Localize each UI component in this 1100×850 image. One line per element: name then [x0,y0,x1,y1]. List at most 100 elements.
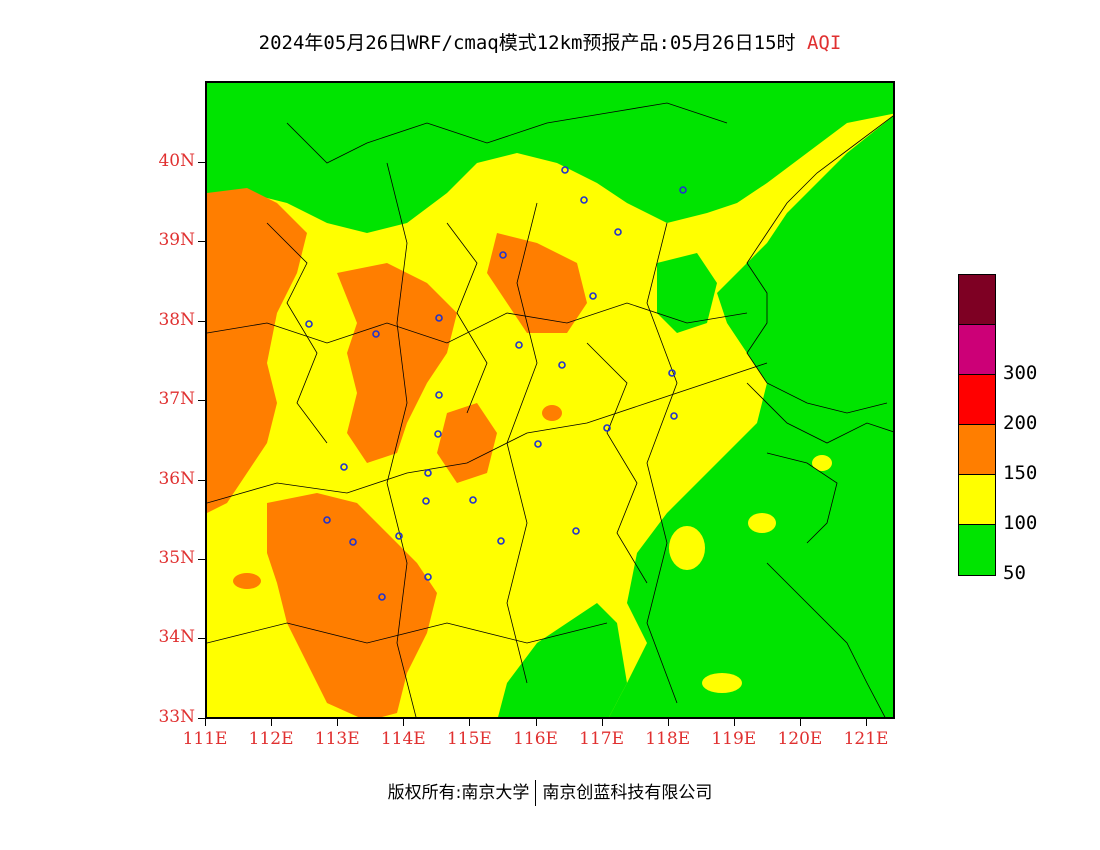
latitude-label: 37N [158,389,195,410]
station-marker [580,196,588,204]
station-marker [589,292,597,300]
border-line-11 [446,222,488,414]
title-text: 2024年05月26日WRF/cmaq模式12km预报产品:05月26日15时 [258,32,796,54]
aqi-legend [958,274,996,576]
station-marker [668,369,676,377]
moderate-island-1 [669,526,705,570]
longitude-tick [469,719,471,726]
moderate-island-3 [748,513,776,533]
longitude-label: 115E [446,729,492,749]
coastline [746,115,893,544]
sensitive-region-south-central [437,403,497,483]
longitude-label: 118E [645,729,691,749]
moderate-island-4 [812,455,832,471]
copyright-separator [535,780,537,806]
border-line-5 [646,222,678,704]
latitude-label: 36N [158,468,195,489]
map-title: 2024年05月26日WRF/cmaq模式12km预报产品:05月26日15时 … [0,28,1100,55]
legend-swatch [959,525,995,575]
latitude-label: 34N [158,627,195,648]
longitude-tick [535,719,537,726]
latitude-label: 35N [158,548,195,568]
aqi-map-canvas [207,83,893,717]
good-region-inland-east [657,253,717,333]
longitude-tick [271,719,273,726]
legend-swatch [959,475,995,525]
longitude-tick [667,719,669,726]
longitude-label: 112E [248,729,294,749]
border-line-2 [207,362,768,504]
legend-swatch [959,275,995,325]
latitude-tick [198,638,205,640]
station-marker [679,186,687,194]
border-line-4 [506,202,538,684]
sensitive-spot-1 [542,405,562,421]
longitude-tick [337,719,339,726]
station-marker [515,341,523,349]
latitude-tick [198,241,205,243]
station-marker [435,314,443,322]
border-line-3 [386,162,417,717]
longitude-tick [205,719,206,726]
legend-label: 200 [1003,412,1038,434]
station-marker [349,538,357,546]
copyright-left: 版权所有:南京大学 [387,783,530,803]
latitude-label: 39N [158,230,195,251]
good-region-south [498,603,627,717]
longitude-tick [866,719,867,726]
station-marker [614,228,622,236]
moderate-islands [669,455,832,693]
station-marker [572,527,580,535]
legend-swatch [959,375,995,425]
station-marker [469,496,477,504]
station-marker [534,440,542,448]
legend-swatch [959,425,995,475]
latitude-label: 40N [158,151,195,171]
station-marker [497,537,505,545]
station-marker [499,251,507,259]
station-marker [424,469,432,477]
latitude-tick [198,162,205,163]
border-line-6 [207,622,608,644]
station-markers [305,166,687,601]
latitude-tick [198,559,205,560]
border-line-8 [746,382,893,444]
station-marker [435,391,443,399]
legend-label: 300 [1003,362,1038,384]
longitude-label: 111E [182,729,228,749]
sensitive-region-central-west [337,263,457,463]
sensitive-region-southwest [267,493,437,717]
station-marker [340,463,348,471]
longitude-label: 117E [579,729,625,749]
station-marker [670,412,678,420]
copyright-footer: 版权所有:南京大学 南京创蓝科技有限公司 [0,778,1100,806]
moderate-island-2 [702,673,742,693]
border-line-7 [286,102,728,164]
latitude-label: 33N [158,706,195,727]
longitude-label: 114E [380,729,426,749]
station-marker [378,593,386,601]
border-line-9 [766,562,886,717]
longitude-label: 113E [314,729,360,749]
legend-label: 150 [1003,462,1038,484]
station-marker [395,532,403,540]
station-marker [372,330,380,338]
longitude-label: 119E [711,729,757,749]
longitude-label: 116E [513,729,558,749]
longitude-tick [403,719,405,726]
legend-label: 50 [1003,562,1026,584]
latitude-tick [198,320,205,322]
station-marker [561,166,569,174]
longitude-label: 120E [777,729,823,749]
station-marker [323,516,331,524]
legend-label: 100 [1003,512,1038,534]
longitude-tick [601,719,603,726]
latitude-tick [198,400,205,402]
sensitive-spot-2 [233,573,261,589]
station-marker [305,320,313,328]
latitude-tick [198,717,205,719]
station-marker [434,430,442,438]
admin-borders [207,102,893,717]
sensitive-regions [207,188,587,717]
good-region-north [207,83,893,233]
